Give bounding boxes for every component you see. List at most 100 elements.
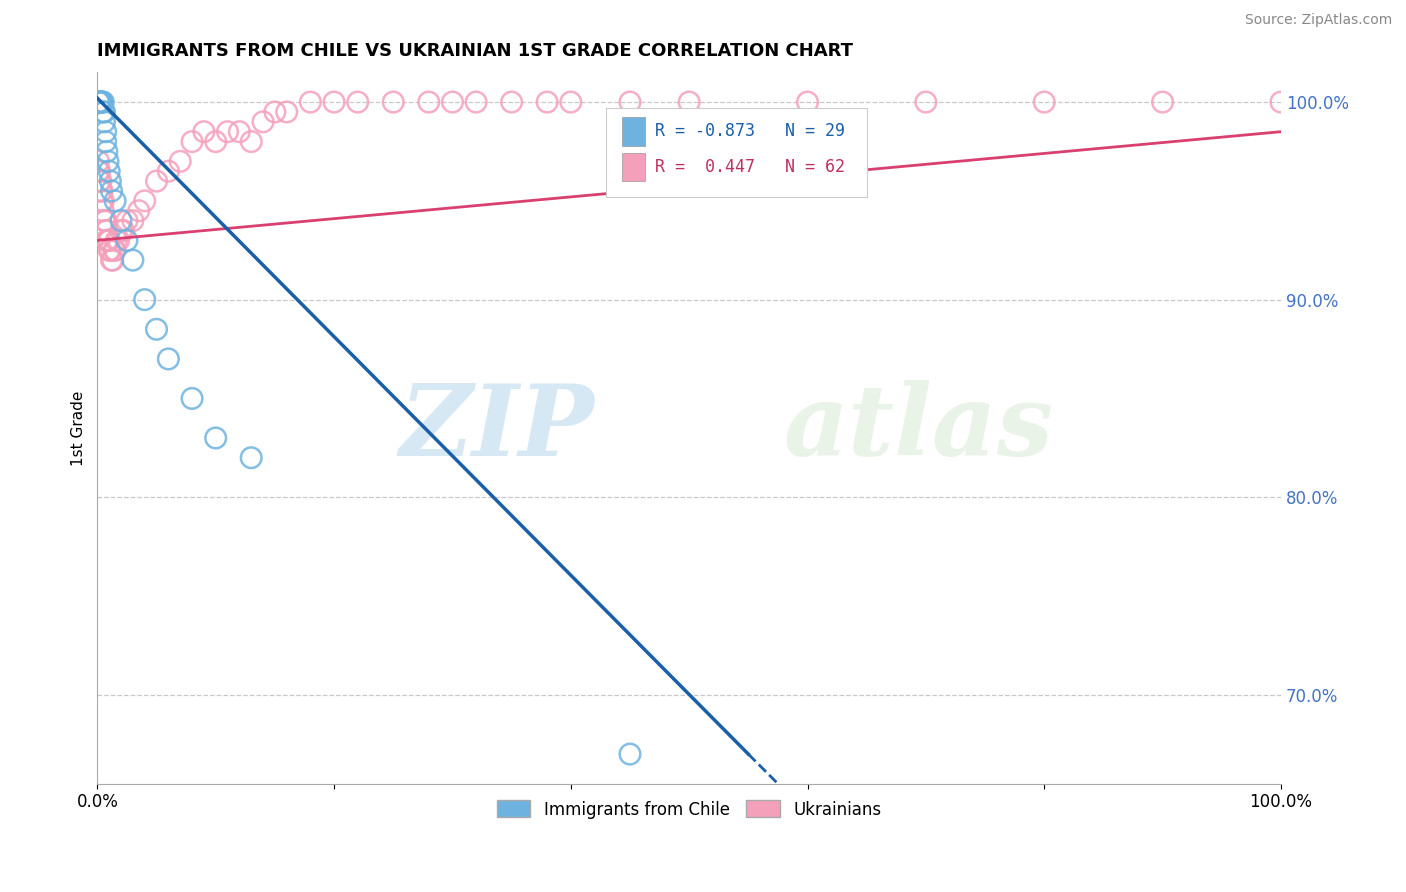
Point [112,223,135,237]
Point [103,244,125,258]
Point [91,194,114,208]
Text: R =  0.447   N = 62: R = 0.447 N = 62 [655,158,845,176]
Text: IMMIGRANTS FROM CHILE VS UKRAINIAN 1ST GRADE CORRELATION CHART: IMMIGRANTS FROM CHILE VS UKRAINIAN 1ST G… [97,42,853,60]
Point [97,233,120,247]
Point [382,95,405,109]
Point [104,244,127,258]
Point [94,125,117,139]
Point [96,223,118,237]
Point [91,95,114,109]
Point [98,164,121,178]
Point [91,95,114,109]
Point [110,213,132,227]
Point [91,104,114,119]
Point [100,253,122,268]
Point [169,154,191,169]
Point [441,95,464,109]
Point [264,104,287,119]
Point [98,244,121,258]
Point [465,95,488,109]
Point [90,95,112,109]
Point [121,213,143,227]
Point [87,154,110,169]
Text: atlas: atlas [783,380,1054,476]
Text: R = -0.873   N = 29: R = -0.873 N = 29 [655,122,845,140]
Point [323,95,346,109]
Point [93,115,115,129]
Point [134,194,156,208]
Point [89,164,111,178]
Point [115,233,138,247]
Point [91,203,114,218]
Point [105,233,128,247]
Point [418,95,440,109]
Point [93,104,115,119]
Point [98,174,121,188]
Point [536,95,558,109]
Point [89,95,111,109]
Point [240,135,263,149]
Point [299,95,322,109]
Point [252,115,274,129]
Point [89,174,111,188]
Point [91,194,114,208]
Point [107,233,129,247]
Point [121,253,143,268]
Point [90,95,112,109]
Point [217,125,239,139]
Point [501,95,523,109]
Point [110,223,132,237]
Point [796,95,818,109]
Text: ZIP: ZIP [399,380,595,476]
Point [90,174,112,188]
Point [101,253,124,268]
Point [94,135,117,149]
Point [181,135,204,149]
Point [97,233,120,247]
Point [346,95,368,109]
Point [145,174,167,188]
Point [193,125,215,139]
Bar [621,117,645,145]
Point [276,104,298,119]
Text: Source: ZipAtlas.com: Source: ZipAtlas.com [1244,13,1392,28]
Point [91,184,114,198]
Point [145,322,167,336]
Point [128,203,150,218]
Bar [621,153,645,181]
Point [204,431,226,445]
Point [93,213,115,227]
Point [134,293,156,307]
Point [1152,95,1174,109]
Point [89,95,111,109]
Point [240,450,263,465]
Point [157,164,180,178]
Point [115,213,138,227]
Point [915,95,938,109]
Point [560,95,582,109]
Point [1033,95,1056,109]
FancyBboxPatch shape [606,108,866,197]
Point [104,194,127,208]
Point [87,164,110,178]
Point [94,223,117,237]
Point [181,392,204,406]
Point [94,213,117,227]
Point [90,184,112,198]
Point [96,145,118,159]
Y-axis label: 1st Grade: 1st Grade [72,391,86,466]
Point [93,213,115,227]
Point [98,244,121,258]
Point [98,233,121,247]
Point [228,125,250,139]
Point [96,233,118,247]
Point [97,154,120,169]
Point [87,95,110,109]
Legend: Immigrants from Chile, Ukrainians: Immigrants from Chile, Ukrainians [491,794,887,825]
Point [678,95,700,109]
Point [100,184,122,198]
Point [204,135,226,149]
Point [91,95,114,109]
Point [1270,95,1292,109]
Point [619,747,641,761]
